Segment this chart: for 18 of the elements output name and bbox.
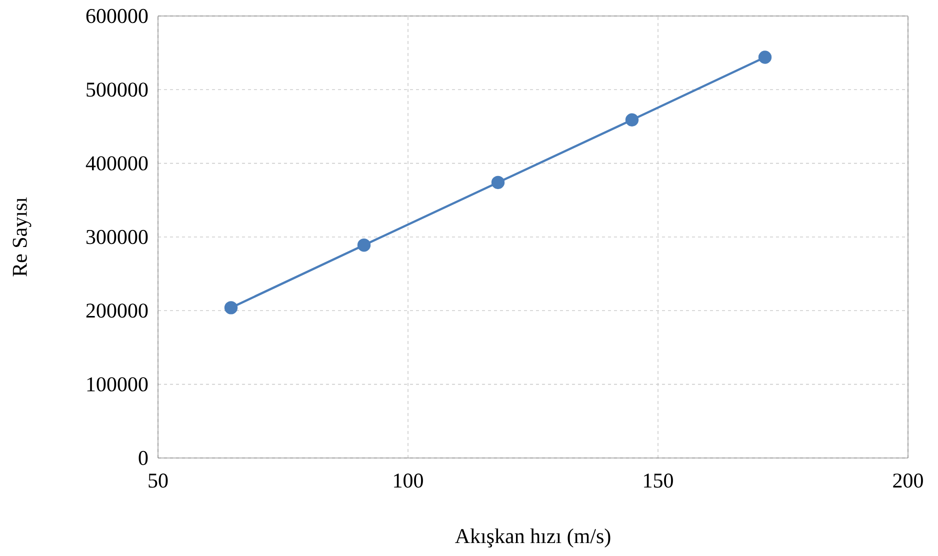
point [491, 176, 505, 190]
point [758, 50, 772, 64]
y-tick-label: 0 [138, 450, 148, 466]
y-tick-label: 400000 [86, 156, 148, 170]
point [625, 113, 639, 126]
y-tick-label: 100000 [87, 377, 148, 392]
x-tick-label: 150 [644, 474, 673, 488]
point [224, 301, 238, 314]
x-tick-label: 50 [148, 474, 168, 488]
y-tick-label: 600000 [86, 8, 148, 24]
point [357, 238, 371, 252]
y-axis-title: Re Sayısı [12, 197, 32, 276]
y-tick-label: 500000 [86, 82, 148, 97]
x-tick-label: 200 [893, 474, 923, 488]
x-axis-title: Akışkan hızı (m/s) [455, 528, 610, 548]
x-tick-label: 100 [394, 474, 423, 488]
y-tick-label: 300000 [86, 230, 148, 244]
y-tick-label: 200000 [86, 304, 148, 318]
